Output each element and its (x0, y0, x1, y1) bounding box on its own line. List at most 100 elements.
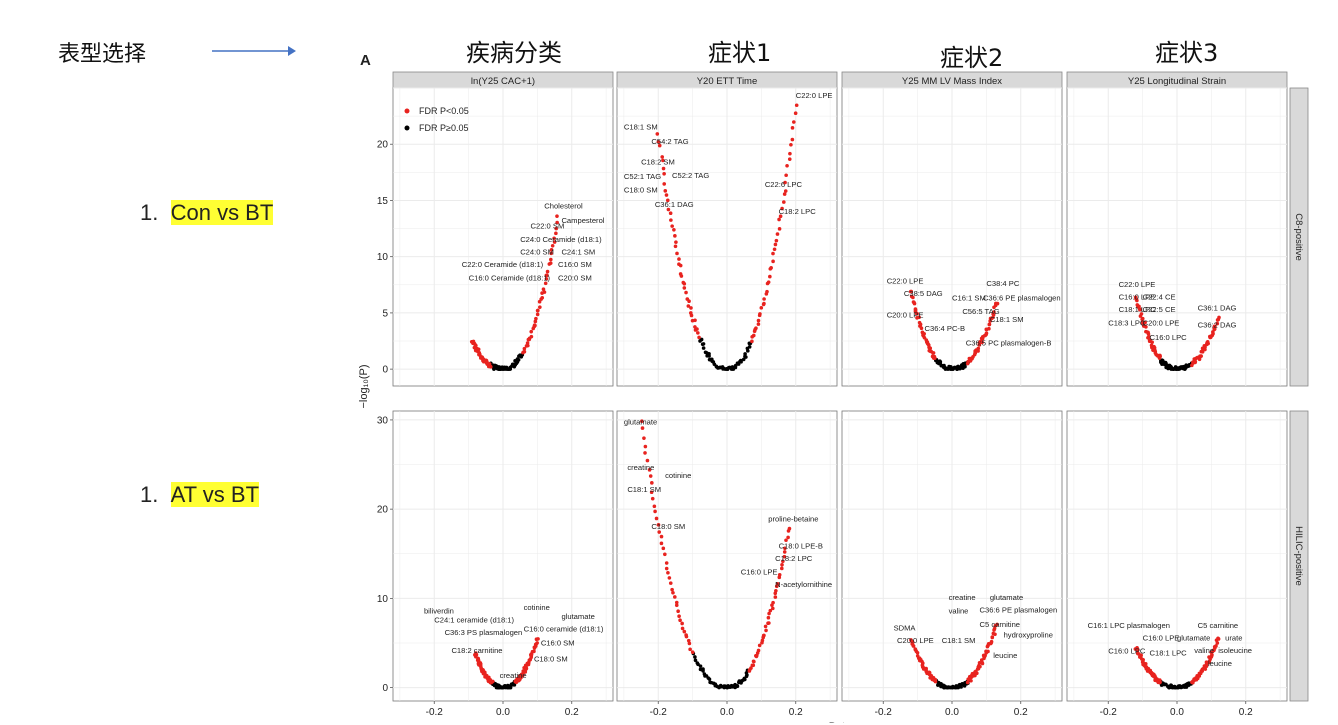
y-tick-label: 30 (377, 415, 389, 426)
data-point (688, 647, 692, 652)
data-point (686, 638, 691, 643)
data-point (554, 231, 558, 236)
facet-strip-row-2 (1289, 410, 1309, 702)
data-point (700, 342, 705, 347)
data-point (542, 290, 547, 294)
data-point (913, 307, 918, 311)
data-point (788, 151, 792, 156)
data-point (987, 326, 991, 331)
x-tick-label: -0.2 (875, 707, 893, 718)
data-point (522, 346, 527, 351)
point-label: cotinine (524, 603, 550, 612)
data-point (1139, 312, 1144, 316)
data-point (548, 261, 553, 265)
data-point (666, 570, 670, 575)
data-point (767, 621, 771, 625)
data-point (774, 238, 779, 243)
point-label: C18:3 LPC (1108, 318, 1146, 327)
point-label: C22:4 CE (1143, 292, 1176, 301)
data-point (743, 352, 747, 356)
data-point (751, 663, 756, 668)
point-label: SDMA (894, 624, 917, 633)
data-point (1148, 338, 1152, 342)
data-point (1149, 343, 1154, 348)
data-point (702, 672, 707, 676)
data-point (538, 305, 542, 309)
point-label: C52:2 TAG (672, 171, 709, 180)
data-point (674, 240, 678, 244)
data-point (1162, 362, 1167, 367)
data-point (703, 350, 708, 355)
point-label: C24:1 SM (561, 247, 595, 256)
data-point (1137, 655, 1142, 659)
point-label: isoleucine (1218, 646, 1252, 655)
data-point (672, 227, 676, 232)
x-axis-title: Beta (829, 721, 853, 723)
data-point (756, 322, 761, 326)
data-point (673, 244, 678, 249)
data-point (1215, 641, 1220, 645)
data-point (789, 142, 793, 147)
point-label: C18:0 SM (534, 655, 568, 664)
facet-label-col-4: Y25 Longitudinal Strain (1128, 76, 1226, 87)
data-point (769, 266, 773, 270)
data-point (762, 297, 766, 301)
data-point (1135, 303, 1140, 307)
panel-letter: A (360, 52, 371, 69)
point-label: C18:2 SM (641, 157, 675, 166)
data-point (684, 290, 688, 295)
column-header-3: 症状2 (940, 44, 1004, 72)
data-point (668, 211, 673, 216)
data-point (976, 346, 981, 351)
point-label: C24:1 ceramide (d18:1) (434, 615, 514, 624)
data-point (763, 624, 768, 629)
data-point (739, 360, 743, 364)
data-point (655, 132, 660, 136)
data-point (690, 650, 695, 655)
point-label: leucine (1208, 659, 1232, 668)
y-tick-label: 20 (377, 505, 389, 516)
point-label: C36:2 DAG (1198, 321, 1237, 330)
data-point (662, 182, 667, 186)
data-point (661, 546, 666, 551)
phenotype-selection-label: 表型选择 (58, 42, 147, 67)
data-point (555, 214, 559, 218)
data-point (782, 200, 786, 204)
data-point (667, 576, 672, 580)
data-point (771, 251, 775, 256)
data-point (794, 103, 799, 108)
data-point (775, 232, 780, 236)
data-point (657, 530, 662, 534)
data-point (757, 643, 762, 648)
data-point (976, 349, 980, 353)
point-label: C54:2 TAG (651, 137, 688, 146)
data-point (969, 678, 973, 683)
data-point (666, 207, 671, 212)
data-point (771, 259, 775, 264)
data-point (780, 563, 784, 567)
facet-strip-row-1 (1289, 87, 1309, 387)
data-point (986, 649, 990, 654)
data-point (1203, 667, 1208, 671)
data-point (984, 331, 989, 336)
column-header-1: 疾病分类 (466, 39, 562, 67)
point-label: C18:0 SM (624, 186, 658, 195)
x-tick-label: 0.0 (945, 707, 959, 718)
data-point (671, 591, 675, 595)
data-point (545, 269, 550, 274)
x-tick-label: 0.2 (789, 707, 803, 718)
data-point (786, 535, 790, 540)
data-point (1203, 345, 1207, 349)
point-label: valine (1194, 646, 1214, 655)
data-point (756, 648, 761, 653)
data-point (659, 534, 664, 539)
data-point (705, 354, 709, 358)
facet-label-col-1: ln(Y25 CAC+1) (471, 76, 535, 87)
data-point (783, 180, 787, 185)
point-label: C18:1 SM (942, 636, 976, 645)
point-label: C16:0 LPC (1150, 333, 1188, 342)
point-label: C5 carnitine (1198, 621, 1239, 630)
data-point (928, 675, 933, 680)
data-point (752, 659, 756, 664)
data-point (648, 474, 653, 478)
